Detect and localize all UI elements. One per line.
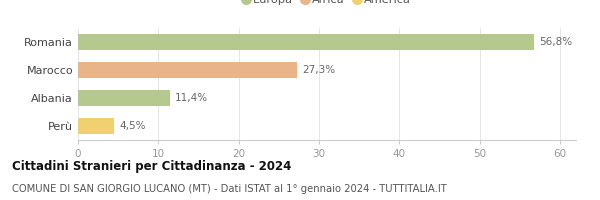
Text: 4,5%: 4,5% (119, 121, 145, 131)
Bar (78, 118, 114, 134)
Bar (78, 62, 297, 78)
Text: 56,8%: 56,8% (539, 37, 572, 47)
Legend: Europa, Africa, America: Europa, Africa, America (239, 0, 415, 9)
Text: Cittadini Stranieri per Cittadinanza - 2024: Cittadini Stranieri per Cittadinanza - 2… (12, 160, 292, 173)
Text: COMUNE DI SAN GIORGIO LUCANO (MT) - Dati ISTAT al 1° gennaio 2024 - TUTTITALIA.I: COMUNE DI SAN GIORGIO LUCANO (MT) - Dati… (12, 184, 447, 194)
Bar (78, 34, 534, 50)
Text: 27,3%: 27,3% (302, 65, 335, 75)
Bar (78, 90, 170, 106)
Text: 11,4%: 11,4% (175, 93, 208, 103)
